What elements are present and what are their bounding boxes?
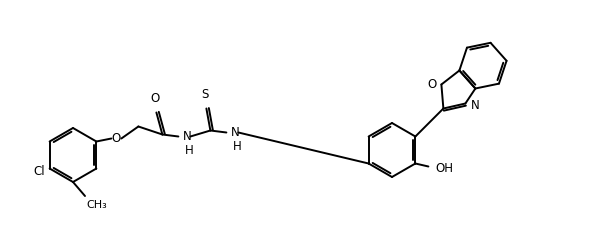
Text: N: N <box>230 126 239 139</box>
Text: OH: OH <box>435 162 453 175</box>
Text: Cl: Cl <box>33 165 44 178</box>
Text: O: O <box>427 78 436 91</box>
Text: H: H <box>185 144 194 157</box>
Text: N: N <box>471 99 479 112</box>
Text: O: O <box>151 93 160 106</box>
Text: H: H <box>233 140 242 153</box>
Text: N: N <box>182 130 191 143</box>
Text: CH₃: CH₃ <box>86 200 107 210</box>
Text: O: O <box>112 132 121 145</box>
Text: S: S <box>202 89 209 102</box>
